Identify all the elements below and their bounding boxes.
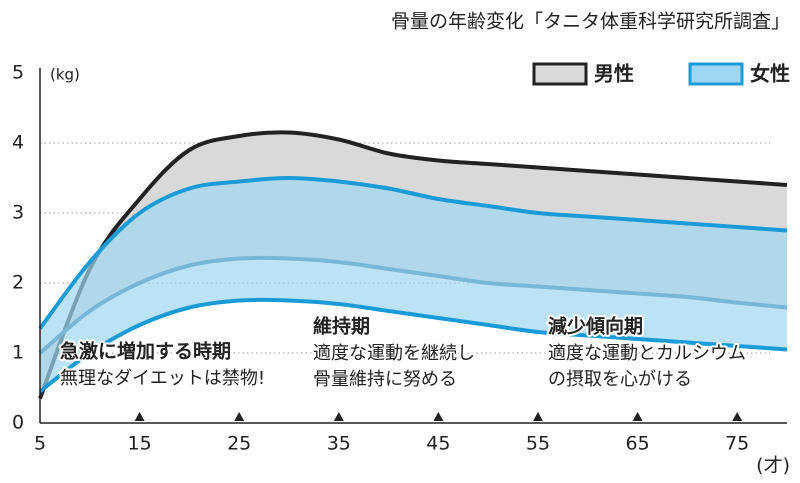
band-upper-edge [38, 130, 788, 400]
x-tick-mark [533, 412, 543, 421]
band-area [40, 178, 787, 392]
y-tick-label: 1 [12, 342, 24, 364]
legend-label: 女性 [750, 62, 790, 86]
chart-title: 骨量の年齢変化「タニタ体重科学研究所調査」 [391, 11, 790, 33]
x-tick-mark [234, 412, 245, 421]
x-tick-mark [632, 412, 643, 421]
legend-swatch [688, 62, 744, 86]
x-tick-mark [333, 412, 344, 421]
y-tick-label: 5 [12, 62, 24, 84]
annotation-line: 適度な運動を継続し [313, 343, 475, 364]
annotation-title: 維持期 [313, 315, 370, 338]
annotation-title: 急激に増加する時期 [60, 340, 231, 363]
y-tick-label: 3 [12, 202, 24, 224]
legend-swatch [532, 62, 588, 86]
annotation-title: 減少傾向期 [548, 315, 643, 338]
x-tick-label: 15 [128, 433, 152, 455]
x-unit: (才) [756, 455, 790, 477]
annotation-line: の摂取を心がける [548, 369, 692, 390]
x-tick-label: 55 [526, 433, 550, 455]
x-tick-mark [433, 412, 444, 421]
x-tick-label: 75 [725, 433, 749, 455]
x-tick-label: 25 [227, 433, 251, 455]
x-tick-label: 65 [626, 433, 650, 455]
annotation-line: 適度な運動とカルシウム [548, 343, 746, 364]
band-upper-edge [38, 175, 788, 330]
x-tick-mark [134, 412, 145, 421]
y-tick-label: 0 [12, 412, 24, 434]
annotation-line: 無理なダイエットは禁物! [60, 368, 265, 389]
y-tick-label: 2 [12, 272, 24, 294]
band-lower-edge [38, 297, 788, 394]
annotation-line: 骨量維持に努める [313, 369, 457, 390]
x-tick-label: 35 [327, 433, 351, 455]
y-tick-label: 4 [12, 132, 24, 154]
legend-label: 男性 [594, 62, 634, 86]
x-tick-label: 45 [426, 433, 450, 455]
x-tick-label: 5 [34, 433, 46, 455]
y-unit: (kg) [50, 66, 80, 84]
x-tick-mark [732, 412, 743, 421]
